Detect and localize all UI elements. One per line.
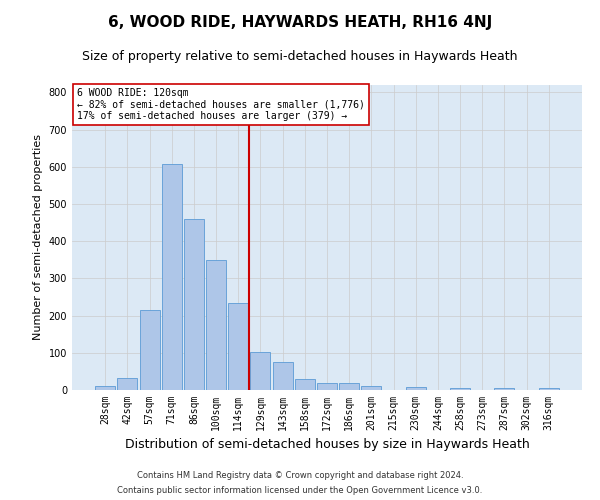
Bar <box>184 219 204 390</box>
Bar <box>361 386 382 390</box>
Bar <box>339 384 359 390</box>
Text: Contains public sector information licensed under the Open Government Licence v3: Contains public sector information licen… <box>118 486 482 495</box>
Bar <box>317 384 337 390</box>
Bar <box>228 302 248 390</box>
Bar <box>539 388 559 390</box>
Text: Size of property relative to semi-detached houses in Haywards Heath: Size of property relative to semi-detach… <box>82 50 518 63</box>
Text: 6, WOOD RIDE, HAYWARDS HEATH, RH16 4NJ: 6, WOOD RIDE, HAYWARDS HEATH, RH16 4NJ <box>108 15 492 30</box>
X-axis label: Distribution of semi-detached houses by size in Haywards Heath: Distribution of semi-detached houses by … <box>125 438 529 452</box>
Bar <box>250 352 271 390</box>
Bar <box>450 388 470 390</box>
Bar <box>494 388 514 390</box>
Bar <box>118 378 137 390</box>
Bar <box>272 362 293 390</box>
Bar <box>406 386 426 390</box>
Text: 6 WOOD RIDE: 120sqm
← 82% of semi-detached houses are smaller (1,776)
17% of sem: 6 WOOD RIDE: 120sqm ← 82% of semi-detach… <box>77 88 365 121</box>
Bar <box>295 379 315 390</box>
Y-axis label: Number of semi-detached properties: Number of semi-detached properties <box>33 134 43 340</box>
Bar <box>95 386 115 390</box>
Text: Contains HM Land Registry data © Crown copyright and database right 2024.: Contains HM Land Registry data © Crown c… <box>137 471 463 480</box>
Bar <box>162 164 182 390</box>
Bar <box>140 310 160 390</box>
Bar <box>206 260 226 390</box>
